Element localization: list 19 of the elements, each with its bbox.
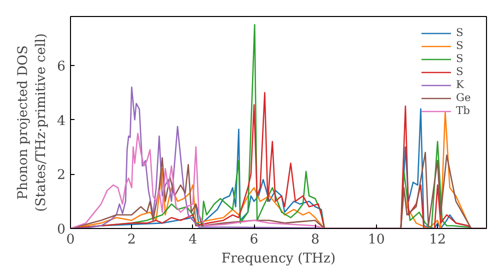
x-tick-label: 2	[127, 232, 136, 248]
legend-label: K	[456, 78, 466, 91]
x-tick-label: 12	[429, 232, 446, 248]
y-tick-label: 0	[57, 222, 66, 238]
y-axis-title: Phonon projected DOS (States/THz·primitive cell)	[16, 33, 50, 212]
x-tick-label: 6	[250, 232, 258, 248]
legend-label: Tb	[456, 104, 471, 117]
legend-label: Ge	[456, 91, 472, 104]
legend-label: S	[456, 39, 464, 52]
y-tick-label: 6	[57, 59, 66, 74]
legend-label: S	[456, 26, 464, 39]
y-tick-label: 2	[57, 168, 66, 184]
x-tick-label: 10	[368, 232, 385, 248]
x-tick-label: 4	[188, 232, 198, 248]
legend-label: S	[456, 52, 464, 65]
y-tick-label: 4	[57, 114, 66, 129]
x-axis-title: Frequency (THz)	[221, 252, 336, 266]
x-tick-label: 8	[310, 232, 320, 248]
legend-label: S	[456, 65, 464, 78]
